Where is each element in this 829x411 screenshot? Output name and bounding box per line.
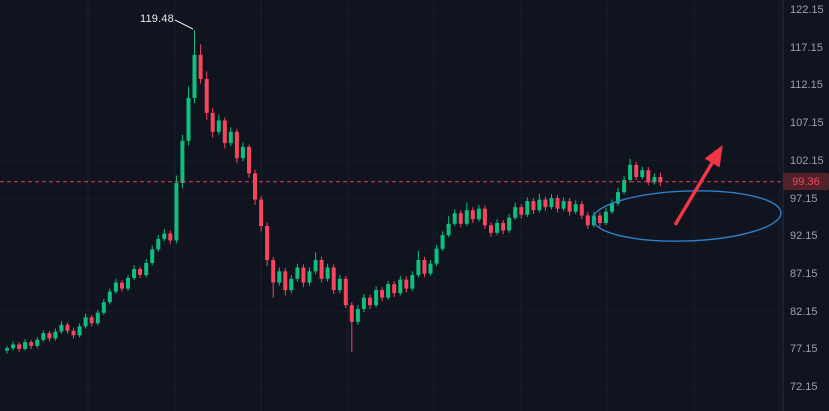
price-tick-label: 112.15 bbox=[790, 79, 823, 92]
price-tick-label: 72.15 bbox=[790, 381, 818, 393]
current-price-text: 99.36 bbox=[792, 175, 820, 188]
price-tick-label: 82.15 bbox=[790, 305, 818, 318]
price-tick-label: 117.15 bbox=[790, 41, 823, 54]
current-price-badge: 99.36 bbox=[783, 173, 829, 191]
price-axis[interactable]: 122.15 117.15 112.15 107.15 102.15 97.15 92.15… bbox=[783, 0, 829, 411]
price-tick-label: 107.15 bbox=[790, 117, 824, 130]
ellipse-annotation[interactable] bbox=[592, 188, 782, 245]
peak-price-label: 119.48 bbox=[139, 13, 174, 25]
price-tick-label: 97.15 bbox=[790, 192, 818, 205]
price-tick-label: 92.15 bbox=[790, 230, 818, 243]
arrow-annotation[interactable] bbox=[673, 144, 723, 226]
peak-pointer-line bbox=[174, 19, 194, 30]
price-tick-label: 77.15 bbox=[790, 343, 818, 356]
price-tick-label: 122.15 bbox=[790, 4, 824, 16]
price-tick-label: 87.15 bbox=[790, 267, 818, 280]
price-tick-label: 102.15 bbox=[790, 154, 824, 167]
